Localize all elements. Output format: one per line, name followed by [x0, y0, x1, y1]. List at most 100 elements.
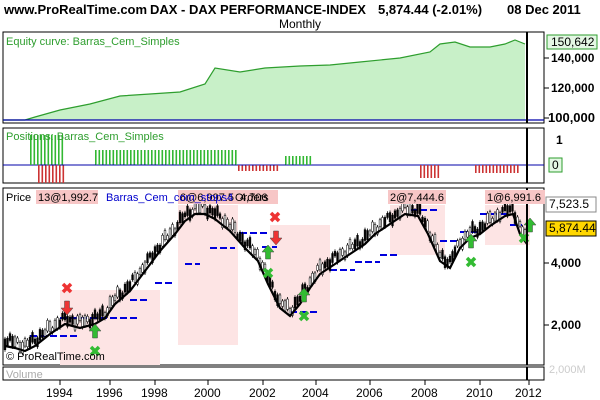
position-bar: [437, 165, 440, 178]
equity-tick-label: 100,000: [548, 110, 595, 125]
position-bar: [47, 135, 50, 165]
candle-body: [68, 316, 72, 323]
candle-body: [93, 309, 97, 319]
position-bar: [119, 150, 122, 165]
exit-marker: [89, 345, 101, 357]
positions-tick-label: 1: [556, 133, 563, 147]
candle-body: [233, 222, 237, 233]
position-bar: [207, 150, 209, 165]
candle-body: [186, 205, 189, 216]
candle-body: [76, 315, 79, 325]
candle-body: [156, 244, 159, 252]
equity-area: [3, 40, 525, 120]
price-label: Price: [6, 192, 31, 204]
candle-body: [411, 205, 414, 214]
candle-body: [231, 218, 234, 230]
candle-body: [206, 207, 209, 220]
trade-annotation: 6@6,997.5: [180, 192, 234, 204]
candle-body: [356, 235, 359, 247]
equity-line: [3, 39, 526, 121]
candle-body: [83, 315, 87, 327]
candle-body: [11, 335, 14, 348]
exit-marker: [465, 256, 477, 268]
candle-body: [26, 339, 29, 348]
position-bar: [214, 150, 216, 165]
trade-annotation: 13@1,992.7: [38, 192, 98, 204]
position-bar: [48, 165, 51, 183]
candle-body: [23, 338, 27, 347]
position-bar: [241, 165, 244, 171]
candle-body: [146, 253, 149, 263]
position-bar: [161, 150, 164, 165]
position-bar: [475, 165, 477, 173]
candle-body: [113, 295, 117, 301]
position-bar: [182, 150, 185, 165]
candle-body: [43, 329, 47, 337]
position-bar: [112, 150, 115, 165]
candle-body: [508, 205, 512, 213]
position-bar: [203, 150, 206, 165]
buy-arrow: [261, 244, 275, 260]
candle-body: [211, 208, 214, 216]
candle-body: [48, 321, 52, 333]
candle-body: [371, 221, 374, 232]
position-bar: [30, 135, 32, 165]
exit-marker: [262, 267, 274, 279]
candle-body: [148, 252, 152, 258]
candle-body: [178, 211, 182, 224]
candle-body: [108, 296, 112, 309]
annotation-box: [485, 190, 545, 204]
candle-body: [478, 222, 482, 234]
axis-tick-label: 1994: [46, 386, 73, 400]
positions-panel: Positions: Barras_Cem_Simples 1 0: [2, 127, 563, 184]
candle-body: [171, 224, 174, 236]
exit-marker: [298, 310, 310, 322]
candle-body: [183, 212, 187, 218]
candle-body: [188, 209, 192, 221]
candle-body: [41, 329, 44, 339]
position-bar: [489, 165, 491, 173]
position-bar: [506, 165, 509, 173]
position-bar: [37, 135, 39, 165]
candle-body: [163, 230, 167, 240]
candle-body: [443, 256, 447, 268]
orders-label: Orders: [235, 192, 269, 204]
candle-body: [3, 338, 7, 350]
position-bar: [427, 165, 429, 178]
candle-body: [471, 221, 474, 233]
candle-body: [133, 271, 137, 283]
position-bar: [485, 165, 488, 173]
candle-body: [203, 204, 207, 215]
position-bar: [423, 165, 426, 178]
position-bar: [273, 165, 275, 171]
moving-average-line: [4, 212, 528, 353]
candle-body: [283, 300, 287, 312]
candle-body: [418, 204, 422, 215]
candle-body: [473, 226, 477, 233]
candle-body: [88, 319, 92, 329]
position-bar: [496, 165, 498, 173]
position-bar: [217, 150, 220, 165]
candle-body: [391, 214, 394, 227]
chart-period: Monthly: [278, 17, 322, 31]
candle-body: [223, 215, 227, 227]
position-bar: [41, 165, 44, 183]
position-bar: [221, 150, 223, 165]
position-bar: [179, 150, 181, 165]
position-bar: [126, 150, 129, 165]
candle-body: [96, 313, 99, 320]
chart-date: 08 Dec 2011: [507, 2, 581, 17]
candle-body: [271, 281, 274, 288]
candle-body: [393, 210, 397, 219]
axis-tick-label: 2002: [249, 386, 276, 400]
position-bar: [269, 165, 272, 171]
candle-body: [246, 239, 249, 247]
position-bar: [144, 150, 146, 165]
position-bar: [434, 165, 436, 178]
equity-tick-label: 140,000: [551, 51, 595, 65]
candle-body: [438, 252, 442, 258]
axis-tick-label: 2004: [302, 386, 329, 400]
watermark: © ProRealTime.com: [6, 351, 105, 363]
position-bar: [266, 165, 268, 171]
